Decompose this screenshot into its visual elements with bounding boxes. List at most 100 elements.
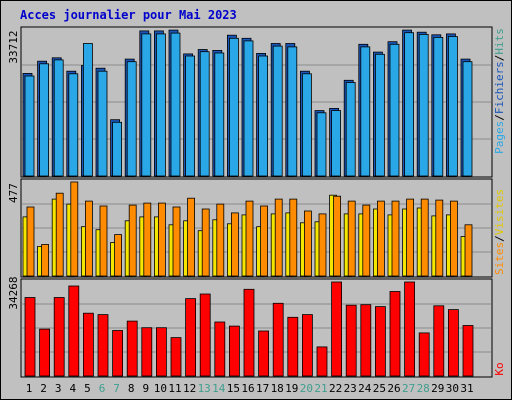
x-tick-label: 31 xyxy=(460,382,473,395)
bar-sites-day-3 xyxy=(55,192,64,277)
bar-sites-day-19 xyxy=(289,198,298,277)
bar-ko-day-17 xyxy=(258,330,270,377)
x-tick-label: 3 xyxy=(55,382,62,395)
x-tick-label: 13 xyxy=(198,382,211,395)
x-tick-label: 21 xyxy=(314,382,327,395)
legend-separator: / xyxy=(493,235,506,242)
x-tick-label: 14 xyxy=(212,382,226,395)
x-tick-label: 28 xyxy=(417,382,430,395)
bar-sites-day-4 xyxy=(70,181,79,277)
bar-pages-day-6 xyxy=(97,70,108,177)
bar-pages-day-5 xyxy=(83,43,93,177)
bar-pages-day-31 xyxy=(462,61,473,177)
bar-sites-day-9 xyxy=(143,202,152,277)
legend-visites: Visites xyxy=(493,189,506,235)
bar-pages-day-7 xyxy=(112,121,122,177)
bar-pages-day-28 xyxy=(418,34,429,177)
bar-pages-day-24 xyxy=(360,46,371,177)
bar-ko-day-12 xyxy=(185,298,197,377)
bar-sites-day-22 xyxy=(333,195,342,277)
x-tick-label: 8 xyxy=(128,382,135,395)
x-tick-label: 19 xyxy=(285,382,298,395)
bar-ko-day-23 xyxy=(345,304,357,377)
legend-hits: Hits xyxy=(493,28,506,55)
bar-ko-day-2 xyxy=(39,328,50,377)
bar-sites-day-17 xyxy=(260,205,269,277)
panel-bottom-frame xyxy=(20,278,493,378)
bar-pages-day-4 xyxy=(68,73,79,177)
bar-pages-day-8 xyxy=(126,61,137,177)
x-tick-label: 6 xyxy=(99,382,106,395)
x-tick-label: 4 xyxy=(69,382,76,395)
bar-pages-day-27 xyxy=(404,32,415,177)
bar-ko-day-21 xyxy=(316,346,328,377)
bar-pages-day-16 xyxy=(243,40,254,177)
bar-sites-day-6 xyxy=(99,205,108,277)
bar-ko-day-26 xyxy=(389,291,401,377)
bar-ko-day-7 xyxy=(112,330,123,377)
bar-ko-day-29 xyxy=(433,305,445,377)
bar-sites-day-8 xyxy=(128,204,137,277)
legend-pages: Pages xyxy=(493,121,506,154)
x-tick-label: 9 xyxy=(142,382,149,395)
bar-ko-day-22 xyxy=(331,281,343,377)
bar-sites-day-26 xyxy=(391,200,400,277)
x-tick-label: 18 xyxy=(271,382,284,395)
bar-pages-day-19 xyxy=(287,46,298,177)
x-tick-label: 15 xyxy=(227,382,240,395)
legend-sites: Sites xyxy=(493,242,506,275)
chart-title: Acces journalier pour Mai 2023 xyxy=(20,8,237,22)
legend-ko: Ko xyxy=(493,362,506,375)
bar-ko-day-10 xyxy=(155,327,167,377)
bar-sites-day-23 xyxy=(347,200,356,277)
x-tick-label: 22 xyxy=(329,382,342,395)
bar-sites-day-25 xyxy=(376,200,385,277)
x-tick-label: 7 xyxy=(113,382,120,395)
bar-pages-day-18 xyxy=(272,45,283,177)
bottom-legend: Ko xyxy=(493,362,506,375)
x-tick-label: 5 xyxy=(84,382,91,395)
bar-ko-day-6 xyxy=(97,314,109,377)
bar-sites-day-21 xyxy=(318,213,327,277)
bar-pages-day-13 xyxy=(199,51,210,177)
x-tick-label: 27 xyxy=(402,382,415,395)
bar-pages-day-22 xyxy=(331,110,342,177)
bar-pages-day-26 xyxy=(389,43,400,177)
bar-pages-day-30 xyxy=(447,36,458,177)
bar-ko-day-15 xyxy=(228,325,240,377)
bar-ko-day-18 xyxy=(272,302,284,377)
bar-ko-day-1 xyxy=(24,297,36,377)
top-legend: Pages/Fichiers/Hits xyxy=(493,28,506,154)
bar-sites-day-24 xyxy=(362,204,371,277)
bar-sites-day-15 xyxy=(230,212,239,277)
bar-sites-day-1 xyxy=(26,206,35,277)
bar-pages-day-15 xyxy=(228,37,239,177)
bar-pages-day-2 xyxy=(39,63,49,177)
bar-ko-day-11 xyxy=(170,337,182,377)
x-tick-label: 1 xyxy=(26,382,33,395)
bar-pages-day-29 xyxy=(433,37,444,177)
bar-sites-day-5 xyxy=(85,200,93,277)
x-tick-label: 10 xyxy=(154,382,167,395)
x-tick-label: 25 xyxy=(373,382,386,395)
bar-ko-day-24 xyxy=(360,304,372,377)
x-tick-label: 23 xyxy=(344,382,357,395)
bar-ko-day-20 xyxy=(301,314,313,377)
bar-ko-day-14 xyxy=(214,321,226,377)
panel-middle-frame xyxy=(20,178,493,278)
x-tick-labels: 1 2 3 4 5 6 7 8 9 10 11 12 13 14 15 16 17 18 19 20 21 22 23 24 2… xyxy=(26,382,474,395)
bottom-ymax-label: 34268 xyxy=(7,276,20,309)
legend-separator: / xyxy=(493,55,506,62)
legend-fichiers: Fichiers xyxy=(493,61,506,114)
bar-sites-day-7 xyxy=(114,234,122,277)
x-tick-label: 20 xyxy=(300,382,313,395)
x-tick-label: 16 xyxy=(241,382,254,395)
bar-ko-day-4 xyxy=(68,285,80,377)
bar-sites-day-30 xyxy=(449,200,458,277)
x-tick-label: 30 xyxy=(446,382,459,395)
bar-ko-day-9 xyxy=(141,327,153,377)
bar-sites-day-16 xyxy=(245,200,254,277)
bar-ko-day-19 xyxy=(287,316,299,377)
top-ymax-label: 33712 xyxy=(7,30,20,63)
